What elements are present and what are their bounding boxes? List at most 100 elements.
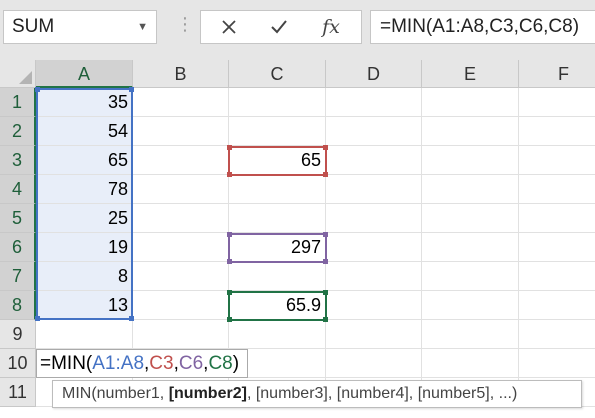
name-box[interactable]: SUM ▼ <box>3 10 157 44</box>
cell-d9[interactable] <box>326 320 422 349</box>
cell-f8[interactable] <box>519 291 595 320</box>
column-header-a[interactable]: A <box>36 60 133 88</box>
select-all-triangle-icon <box>19 71 32 84</box>
cell-b3[interactable] <box>133 146 229 175</box>
cell-a4[interactable]: 78 <box>36 175 133 204</box>
formula-edit-cell-a10[interactable]: =MIN(A1:A8,C3,C6,C8) <box>36 349 248 378</box>
formula-separator: , <box>144 353 150 374</box>
function-tooltip[interactable]: MIN(number1, [number2], [number3], [numb… <box>52 380 582 408</box>
resize-handle[interactable] <box>227 172 232 177</box>
cell-f4[interactable] <box>519 175 595 204</box>
cell-b2[interactable] <box>133 117 229 146</box>
resize-handle[interactable] <box>323 232 328 237</box>
cell-a1[interactable]: 35 <box>36 88 133 117</box>
cell-d7[interactable] <box>326 262 422 291</box>
cell-a7[interactable]: 8 <box>36 262 133 291</box>
row-header-5[interactable]: 5 <box>0 204 36 233</box>
resize-handle[interactable] <box>323 259 328 264</box>
cell-c9[interactable] <box>229 320 326 349</box>
row-header-11[interactable]: 11 <box>0 378 36 407</box>
row-header-4[interactable]: 4 <box>0 175 36 204</box>
resize-handle[interactable] <box>323 290 328 295</box>
cell-d8[interactable] <box>326 291 422 320</box>
cell-c7[interactable] <box>229 262 326 291</box>
cell-a6[interactable]: 19 <box>36 233 133 262</box>
cell-c5[interactable] <box>229 204 326 233</box>
cell-c1[interactable] <box>229 88 326 117</box>
cell-b8[interactable] <box>133 291 229 320</box>
column-header-b[interactable]: B <box>133 60 229 88</box>
resize-handle[interactable] <box>227 145 232 150</box>
cell-f3[interactable] <box>519 146 595 175</box>
cell-b1[interactable] <box>133 88 229 117</box>
cell-b4[interactable] <box>133 175 229 204</box>
cell-d4[interactable] <box>326 175 422 204</box>
column-header-e[interactable]: E <box>422 60 519 88</box>
tooltip-function-name[interactable]: MIN(number1, <box>62 385 169 402</box>
cell-a8[interactable]: 13 <box>36 291 133 320</box>
cell-b5[interactable] <box>133 204 229 233</box>
cell-d6[interactable] <box>326 233 422 262</box>
cell-b6[interactable] <box>133 233 229 262</box>
column-header-f[interactable]: F <box>519 60 595 88</box>
insert-function-button[interactable]: fx <box>322 16 340 38</box>
chevron-down-icon[interactable]: ▼ <box>137 21 148 33</box>
select-all-button[interactable] <box>0 60 36 88</box>
cell-a2[interactable]: 54 <box>36 117 133 146</box>
cell-d5[interactable] <box>326 204 422 233</box>
row-header-9[interactable]: 9 <box>0 320 36 349</box>
cell-f5[interactable] <box>519 204 595 233</box>
resize-handle[interactable] <box>227 290 232 295</box>
cell-f9[interactable] <box>519 320 595 349</box>
row-header-7[interactable]: 7 <box>0 262 36 291</box>
formula-prefix: =MIN( <box>40 353 93 374</box>
grip-dots-icon: ⋮ <box>176 14 194 34</box>
cell-a9[interactable] <box>36 320 133 349</box>
cell-e5[interactable] <box>422 204 519 233</box>
resize-handle[interactable] <box>227 317 232 322</box>
cell-e8[interactable] <box>422 291 519 320</box>
column-header-d[interactable]: D <box>326 60 422 88</box>
cell-d10[interactable] <box>326 349 422 378</box>
row-header-2[interactable]: 2 <box>0 117 36 146</box>
resize-handle[interactable] <box>227 232 232 237</box>
cell-f7[interactable] <box>519 262 595 291</box>
resize-handle[interactable] <box>227 259 232 264</box>
resize-handle[interactable] <box>323 317 328 322</box>
cell-f1[interactable] <box>519 88 595 117</box>
cell-b7[interactable] <box>133 262 229 291</box>
cell-d1[interactable] <box>326 88 422 117</box>
column-header-c[interactable]: C <box>229 60 326 88</box>
cell-c10[interactable] <box>229 349 326 378</box>
row-header-3[interactable]: 3 <box>0 146 36 175</box>
cell-f2[interactable] <box>519 117 595 146</box>
resize-handle[interactable] <box>323 145 328 150</box>
row-header-10[interactable]: 10 <box>0 349 36 378</box>
cell-a3[interactable]: 65 <box>36 146 133 175</box>
cell-c4[interactable] <box>229 175 326 204</box>
row-header-6[interactable]: 6 <box>0 233 36 262</box>
cell-f6[interactable] <box>519 233 595 262</box>
cell-d3[interactable] <box>326 146 422 175</box>
row-header-8[interactable]: 8 <box>0 291 36 320</box>
cell-e4[interactable] <box>422 175 519 204</box>
checkmark-icon <box>271 20 287 34</box>
cell-e1[interactable] <box>422 88 519 117</box>
resize-handle[interactable] <box>323 172 328 177</box>
formula-input[interactable]: =MIN(A1:A8,C3,C6,C8) <box>370 10 595 44</box>
cell-e10[interactable] <box>422 349 519 378</box>
cell-a5[interactable]: 25 <box>36 204 133 233</box>
cell-c2[interactable] <box>229 117 326 146</box>
cell-d2[interactable] <box>326 117 422 146</box>
cell-e7[interactable] <box>422 262 519 291</box>
cell-e3[interactable] <box>422 146 519 175</box>
enter-button[interactable] <box>259 11 299 43</box>
cell-b9[interactable] <box>133 320 229 349</box>
cell-f10[interactable] <box>519 349 595 378</box>
cell-e6[interactable] <box>422 233 519 262</box>
tooltip-current-argument[interactable]: [number2] <box>168 385 247 402</box>
row-header-1[interactable]: 1 <box>0 88 36 117</box>
cancel-button[interactable] <box>209 11 249 43</box>
cell-e2[interactable] <box>422 117 519 146</box>
cell-e9[interactable] <box>422 320 519 349</box>
